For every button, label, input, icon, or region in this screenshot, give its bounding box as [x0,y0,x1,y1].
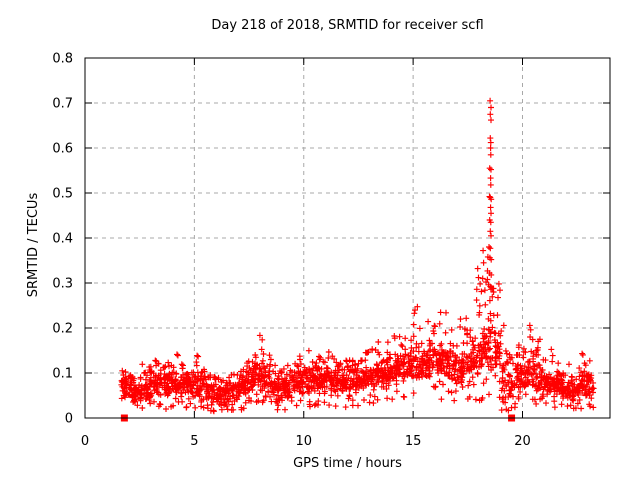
x-tick-label: 20 [514,434,531,449]
y-tick-label: 0.3 [52,277,73,292]
y-tick-label: 0.2 [52,322,73,337]
y-tick-label: 0.7 [52,97,73,112]
y-tick-label: 0.4 [52,232,73,247]
y-tick-label: 0.6 [52,142,73,157]
x-tick-label: 5 [190,434,198,449]
y-tick-label: 0 [65,412,73,427]
x-tick-label: 10 [295,434,312,449]
chart-title: Day 218 of 2018, SRMTID for receiver scf… [211,18,484,33]
y-tick-label: 0.8 [52,52,73,67]
y-tick-label: 0.5 [52,187,73,202]
x-axis-label: GPS time / hours [293,456,402,471]
scatter-points [118,97,597,415]
x-tick-label: 15 [405,434,422,449]
x-tick-label: 0 [81,434,89,449]
y-tick-label: 0.1 [52,367,73,382]
